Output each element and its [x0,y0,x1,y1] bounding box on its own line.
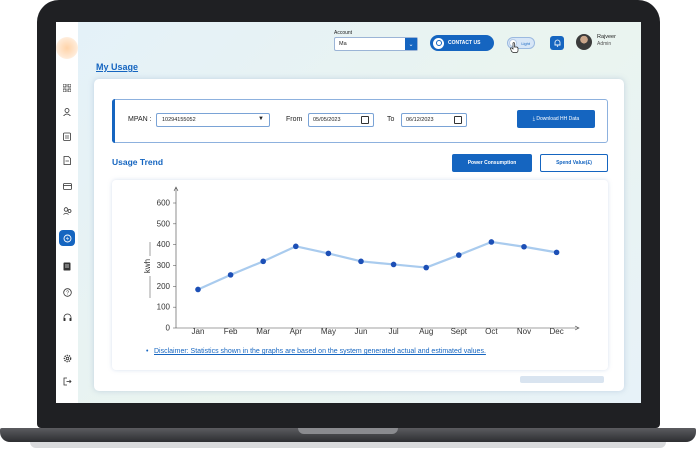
document-icon[interactable] [59,152,75,168]
laptop-shadow [30,442,666,448]
x-tick-label: Jan [192,327,205,336]
series-line [197,240,557,291]
y-axis-arrow [173,186,179,192]
user-name: Rajveer [597,34,616,40]
mpan-select[interactable]: 10294155052 ▼ [156,113,270,127]
x-tick-label: Dec [549,327,563,336]
avatar[interactable] [576,34,592,50]
logout-icon[interactable] [59,373,75,389]
from-date-value: 05/05/2023 [313,117,341,123]
download-hh-data-button[interactable]: ⤓ Download HH Data [517,110,595,128]
contact-icon [433,37,444,49]
help-icon[interactable]: ? [59,284,75,300]
x-tick-label: Jul [388,327,398,336]
y-axis-label: kwh [143,259,152,273]
y-tick-label: 400 [157,240,171,249]
data-point [488,239,495,245]
to-label: To [387,116,395,123]
hand-cursor-icon [510,42,519,56]
to-date-value: 06/12/2023 [406,117,434,123]
chart-card [112,180,608,370]
account-label: Account [334,30,353,36]
data-point [456,252,462,258]
spend-value-button[interactable]: Spend Value(£) [540,154,608,172]
account-select[interactable]: Ma ⌄ [334,37,418,51]
clipboard-icon[interactable] [59,128,75,144]
data-point [423,264,430,271]
x-tick-label: May [321,327,336,336]
sidebar: ? [56,22,78,403]
disclaimer-bullet: • [146,348,149,355]
data-point [325,250,332,257]
data-point [195,286,201,293]
y-tick-label: 300 [157,261,171,270]
power-consumption-button[interactable]: Power Consumption [452,154,532,172]
footer-bar [520,376,604,383]
y-tick-label: 0 [166,324,171,333]
calendar-icon[interactable] [361,116,369,124]
users-icon[interactable] [59,203,75,219]
data-point [553,249,560,256]
mpan-label: MPAN : [128,116,152,123]
usage-line-chart: 0 100 200 300 400 500 600 kwh Jan Feb Mar Apr May Jun… [143,186,580,336]
laptop-base [0,428,696,442]
x-tick-label: Oct [485,327,498,336]
x-tick-label: Jun [355,327,368,336]
usage-icon[interactable] [59,230,75,246]
mpan-value: 10294155052 [162,117,196,123]
x-tick-label: Apr [290,327,303,336]
card-icon[interactable] [59,178,75,194]
from-date-input[interactable]: 05/05/2023 [308,113,374,127]
data-point [521,243,527,250]
x-tick-label: Feb [224,327,238,336]
laptop-notch [298,428,398,434]
user-icon[interactable] [59,104,75,120]
y-tick-label: 500 [157,219,171,228]
chevron-down-icon[interactable]: ⌄ [405,38,417,50]
contact-us-button[interactable]: CONTACT US [430,35,494,51]
receipt-icon[interactable] [59,258,75,274]
bell-icon[interactable] [550,36,564,50]
calendar-icon[interactable] [454,116,462,124]
account-value: Ma [339,41,347,47]
contact-us-label: CONTACT US [448,40,481,46]
logo [56,37,78,59]
user-role: Admin [597,41,612,47]
svg-text:?: ? [65,290,68,296]
to-date-input[interactable]: 06/12/2023 [401,113,467,127]
data-point [293,243,299,250]
y-tick-label: 100 [157,303,171,312]
grid-icon[interactable] [59,80,75,96]
caret-down-icon[interactable]: ▼ [258,116,264,122]
usage-trend-title: Usage Trend [112,157,164,167]
data-point [390,261,397,268]
theme-label: Light [521,40,530,46]
x-tick-label: Mar [256,327,270,336]
x-tick-label: Aug [419,327,433,336]
x-tick-label: Nov [517,327,531,336]
x-axis-arrow [574,325,580,331]
y-tick-label: 600 [157,199,171,208]
data-point [358,258,364,265]
settings-icon[interactable] [59,350,75,366]
filter-accent-bar [112,99,115,143]
disclaimer-link[interactable]: Disclaimer: Statistics shown in the grap… [154,348,486,355]
x-tick-label: Sept [451,327,468,336]
y-tick-label: 200 [157,282,171,291]
page-title: My Usage [96,62,139,72]
headset-icon[interactable] [59,309,75,325]
data-point [260,258,266,265]
from-label: From [286,116,303,123]
data-point [227,272,234,278]
